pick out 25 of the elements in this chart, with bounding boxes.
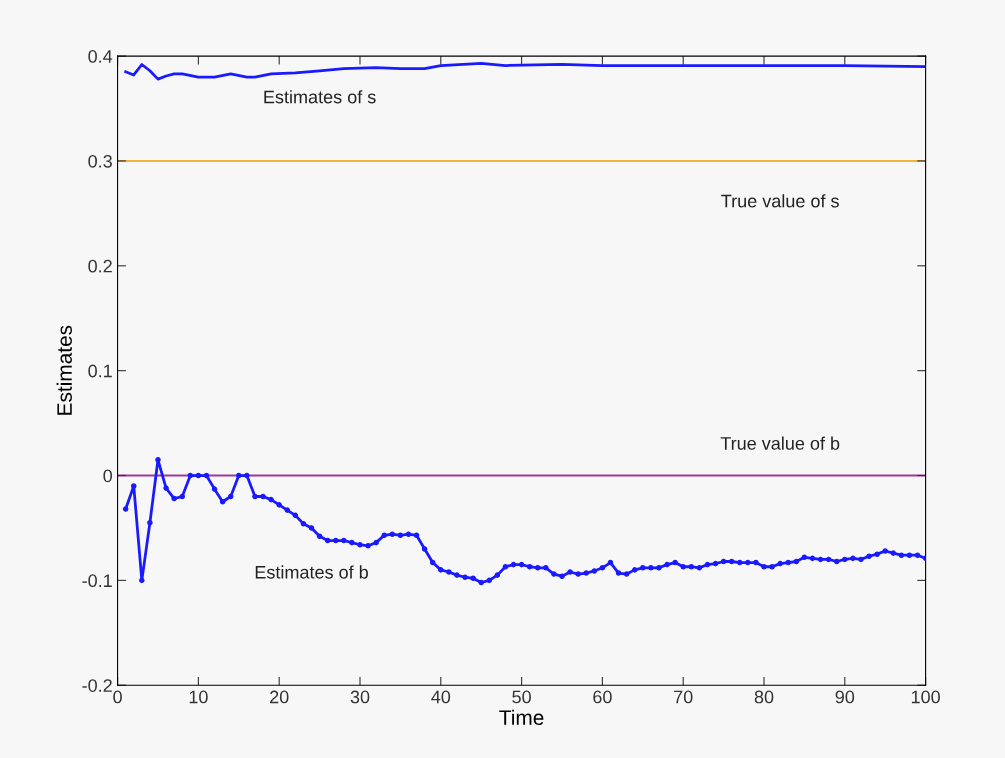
- x-tick-label: 60: [593, 690, 612, 704]
- x-tick-label: 80: [754, 690, 774, 704]
- y-axis-title: Estimates: [56, 325, 72, 415]
- x-tick-label: 30: [350, 690, 370, 704]
- series-label: Estimates of b: [255, 565, 368, 579]
- y-tick-label: -0.2: [82, 679, 112, 692]
- series-label: Estimates of s: [264, 90, 376, 104]
- x-tick-label: 10: [189, 690, 208, 704]
- x-axis-title: Time: [499, 709, 544, 725]
- y-tick-label: 0: [103, 469, 113, 483]
- ref-line-label: True value of s: [721, 194, 839, 208]
- line-series: [124, 62, 926, 81]
- y-tick-label: 0.2: [88, 259, 112, 273]
- ref-line-label: True value of b: [720, 436, 840, 450]
- x-tick-label: 0: [113, 690, 122, 704]
- y-tick-label: 0.1: [88, 364, 112, 378]
- y-tick-label: 0.3: [88, 154, 112, 168]
- x-tick-label: 40: [431, 690, 451, 704]
- x-tick-label: 20: [270, 690, 289, 704]
- y-tick-label: 0.4: [88, 50, 113, 63]
- y-tick-label: -0.1: [82, 574, 112, 588]
- x-tick-label: 100: [911, 690, 940, 704]
- x-tick-label: 90: [835, 690, 855, 704]
- x-tick-label: 70: [674, 690, 693, 704]
- x-tick-label: 50: [512, 690, 531, 704]
